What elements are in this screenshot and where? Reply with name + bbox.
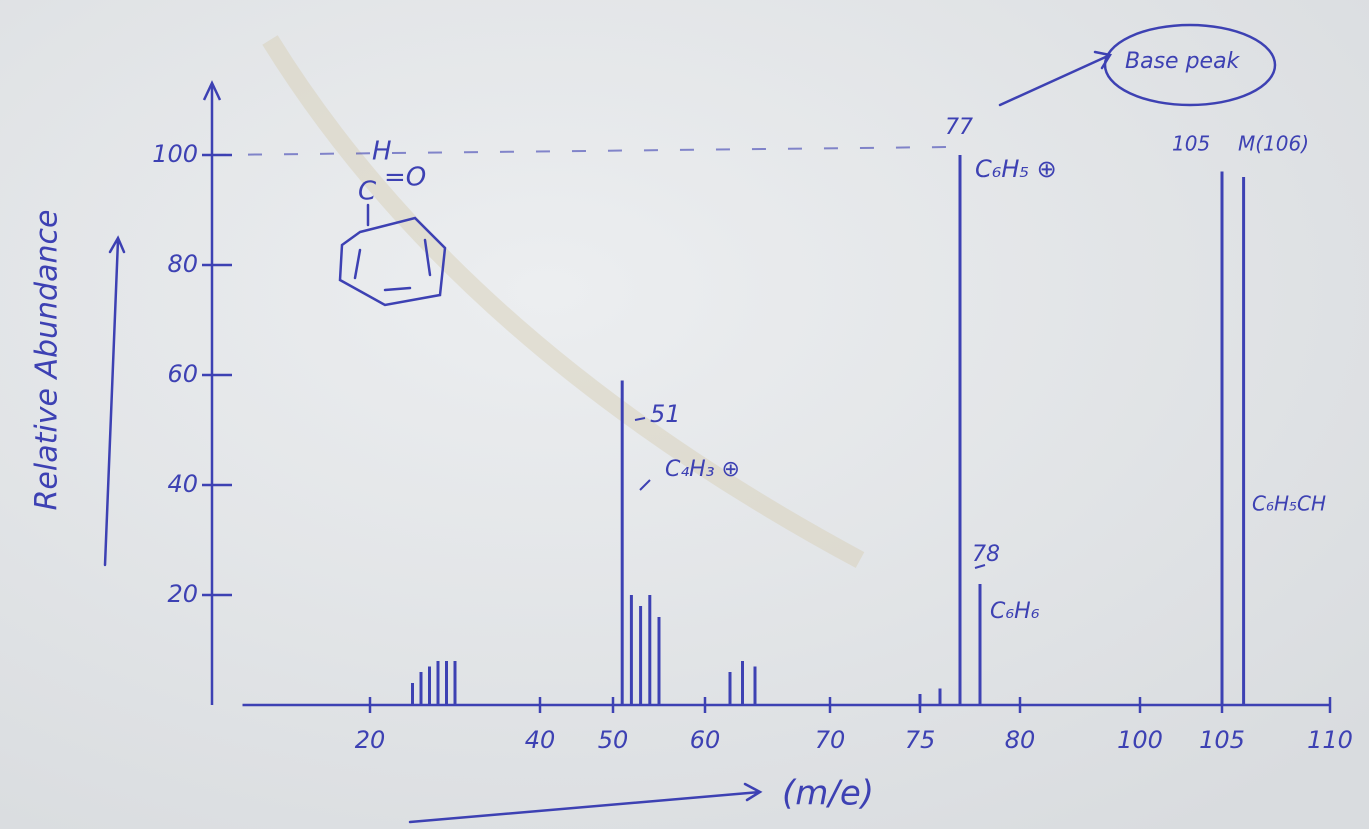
peak <box>420 672 423 705</box>
peak-annotation: C₆H₆ <box>990 599 1040 624</box>
peak <box>445 661 448 705</box>
structure-c: C <box>358 177 377 207</box>
peak <box>428 667 431 706</box>
peak <box>1221 172 1224 706</box>
peak-annotation: 78 <box>972 542 1000 567</box>
x-tick-label: 40 <box>525 726 556 754</box>
page: Relative Abundance (m/e) H C =O 20406080… <box>0 0 1369 829</box>
peak-annotation: C₆H₅CH <box>1252 492 1326 516</box>
y-tick-label: 60 <box>167 360 198 388</box>
y-tick-label: 40 <box>167 470 198 498</box>
peak-annotation: M(106) <box>1238 132 1309 156</box>
peak <box>630 595 633 705</box>
peak <box>939 689 942 706</box>
peak-annotation: C₆H₅ ⊕ <box>975 155 1057 183</box>
peak <box>919 694 922 705</box>
peak-annotation: Base peak <box>1125 49 1241 74</box>
chart: Relative Abundance (m/e) H C =O 20406080… <box>0 0 1369 829</box>
peak <box>979 584 982 705</box>
y-tick-label: 80 <box>167 250 198 278</box>
x-tick-label: 60 <box>690 726 721 754</box>
peak-annotation: C₄H₃ ⊕ <box>665 457 740 482</box>
structure-o: =O <box>384 163 426 193</box>
peak-annotation: 51 <box>650 400 681 428</box>
x-tick-label: 105 <box>1199 726 1245 754</box>
peak <box>1242 177 1245 705</box>
peak <box>754 667 757 706</box>
y-tick-label: 20 <box>167 580 198 608</box>
x-tick-label: 80 <box>1005 726 1036 754</box>
x-tick-label: 20 <box>355 726 386 754</box>
x-tick-label: 100 <box>1117 726 1163 754</box>
peak <box>621 381 624 706</box>
peak-annotation: 105 <box>1172 132 1210 156</box>
peak <box>729 672 732 705</box>
peak <box>741 661 744 705</box>
peak <box>639 606 642 705</box>
y-tick-label: 100 <box>152 140 198 168</box>
x-tick-label: 70 <box>815 726 846 754</box>
peak <box>437 661 440 705</box>
x-tick-label: 110 <box>1307 726 1353 754</box>
x-axis-label: (m/e) <box>782 774 874 814</box>
y-axis-label: Relative Abundance <box>30 210 65 511</box>
peak-annotation: 77 <box>945 115 973 140</box>
peak <box>648 595 651 705</box>
x-tick-label: 75 <box>905 726 936 754</box>
peak <box>959 155 962 705</box>
peak <box>658 617 661 705</box>
peak <box>411 683 414 705</box>
x-tick-label: 50 <box>598 726 629 754</box>
peak <box>454 661 457 705</box>
